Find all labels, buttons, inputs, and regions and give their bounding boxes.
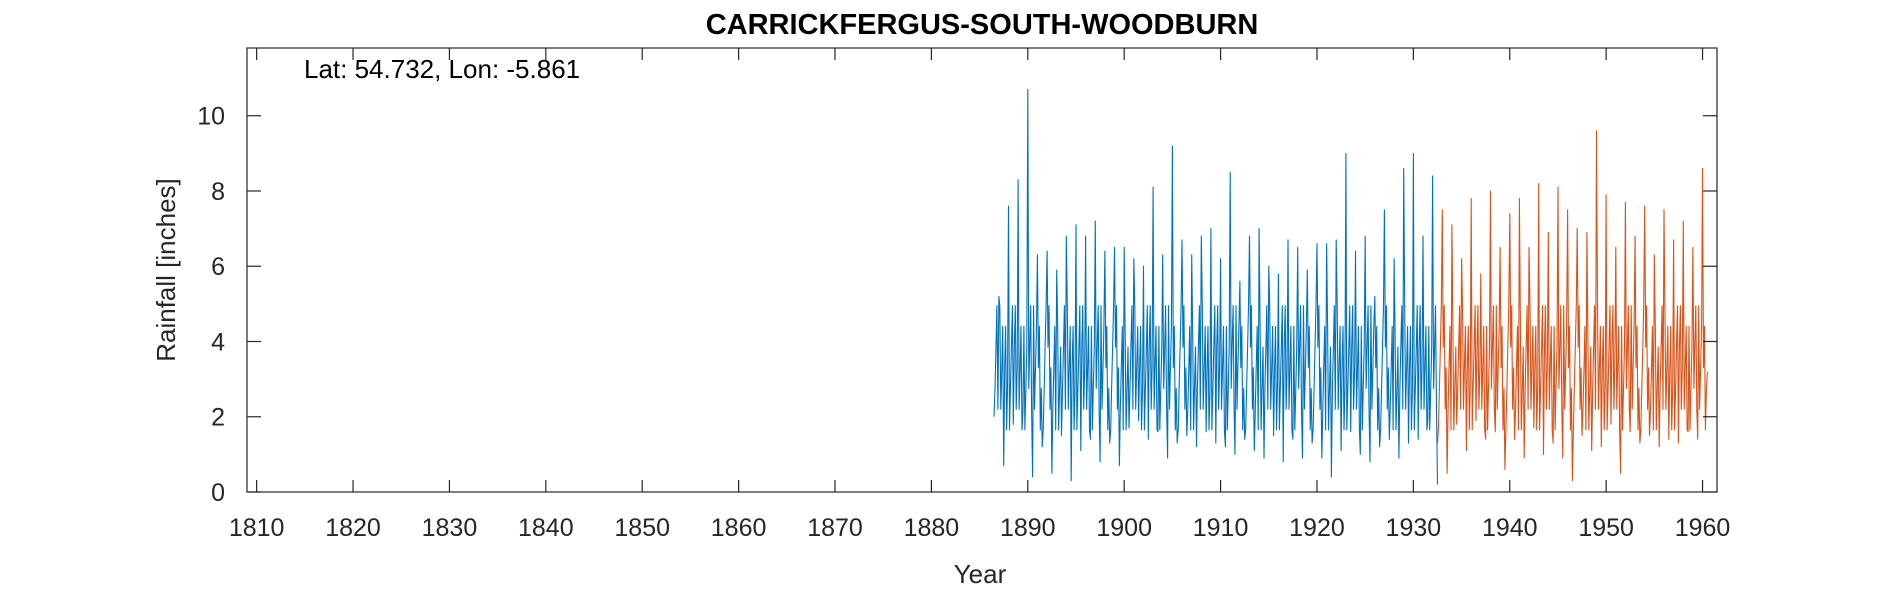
- x-axis-label: Year: [954, 559, 1007, 589]
- x-tick-label: 1880: [904, 514, 960, 542]
- x-tick-label: 1850: [614, 514, 670, 542]
- y-axis-label: Rainfall [inches]: [151, 178, 181, 362]
- x-tick-label: 1930: [1386, 514, 1442, 542]
- series-line-1: [993, 88, 1439, 485]
- x-tick-label: 1840: [518, 514, 574, 542]
- y-tick-label: 10: [197, 103, 225, 131]
- y-tick-label: 4: [211, 328, 225, 356]
- x-tick-label: 1940: [1482, 514, 1538, 542]
- x-tick-label: 1960: [1675, 514, 1731, 542]
- x-tick-label: 1910: [1193, 514, 1249, 542]
- series-layer: [993, 88, 1708, 485]
- x-tick-label: 1950: [1578, 514, 1634, 542]
- x-tick-label: 1860: [711, 514, 767, 542]
- x-tick-label: 1820: [325, 514, 381, 542]
- series-line-2: [1436, 130, 1708, 482]
- axis-layer: 1810 1820 1830 1840 1850 1860 1870 1880 1890 1900…: [197, 48, 1730, 542]
- plot-area: [246, 47, 1718, 493]
- y-tick-label: 6: [211, 253, 225, 281]
- x-tick-label: 1810: [229, 514, 285, 542]
- location-annotation: Lat: 54.732, Lon: -5.861: [304, 54, 580, 84]
- x-tick-label: 1900: [1096, 514, 1152, 542]
- x-tick-label: 1870: [807, 514, 863, 542]
- y-tick-label: 2: [211, 404, 225, 432]
- x-tick-label: 1830: [422, 514, 478, 542]
- x-tick-label: 1920: [1289, 514, 1345, 542]
- y-tick-label: 8: [211, 178, 225, 206]
- y-tick-label: 0: [211, 479, 225, 507]
- chart-title: CARRICKFERGUS-SOUTH-WOODBURN: [706, 9, 1259, 41]
- x-tick-label: 1890: [1000, 514, 1056, 542]
